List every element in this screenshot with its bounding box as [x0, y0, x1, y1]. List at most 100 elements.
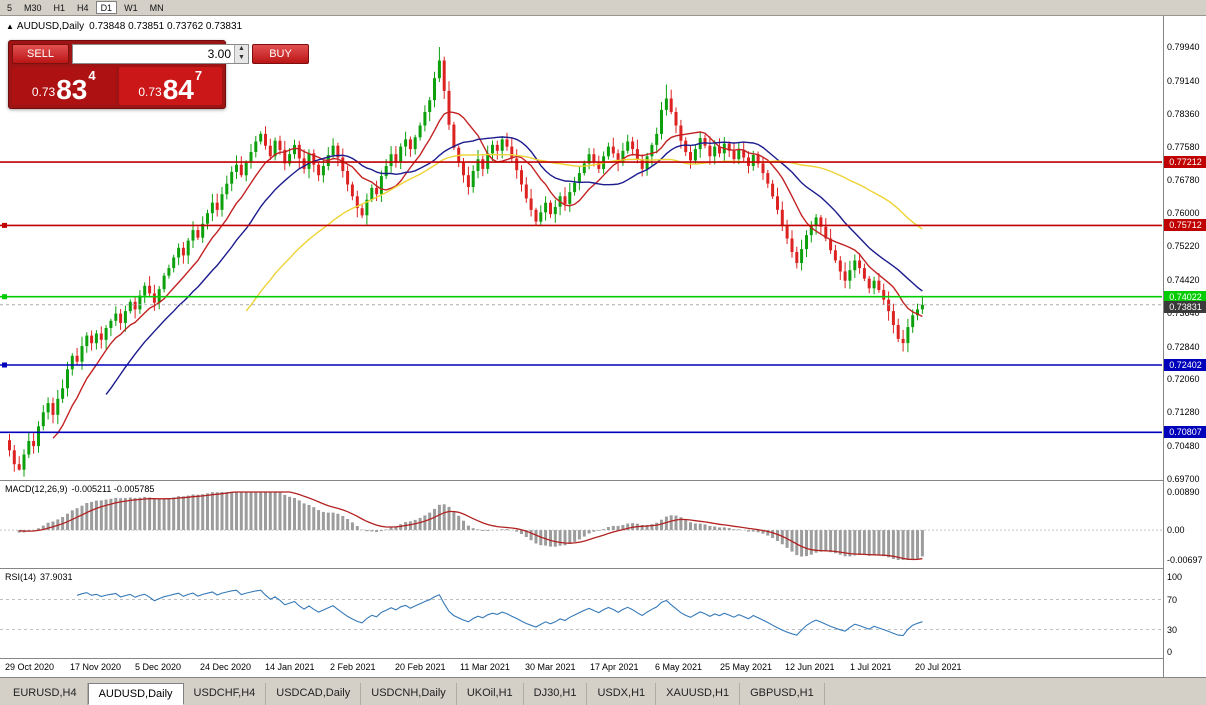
buy-price-display[interactable]: 0.73 84 7 [118, 67, 222, 105]
buy-price-pip-digit: 7 [194, 68, 203, 83]
macd-indicator-pane[interactable]: MACD(12,26,9) -0.005211 -0.005785 [0, 481, 1163, 569]
rsi-indicator-pane[interactable]: RSI(14) 37.9031 [0, 569, 1163, 659]
timeframe-button-h4[interactable]: H4 [77, 3, 89, 13]
line-handle[interactable] [2, 362, 7, 368]
price-level-badge: 0.75712 [1164, 219, 1206, 232]
chart-header: ▲ AUDUSD,Daily 0.73848 0.73851 0.73762 0.7… [6, 21, 242, 32]
time-label: 2 Feb 2021 [330, 662, 376, 672]
buy-price-prefix: 0.73 [138, 85, 162, 99]
time-label: 6 May 2021 [655, 662, 703, 672]
price-tick: 0.79940 [1167, 42, 1200, 52]
time-label: 11 Mar 2021 [460, 662, 510, 672]
chart-tab-bar: EURUSD,H4 AUDUSD,Daily USDCHF,H4 USDCAD,Dai… [0, 677, 1206, 705]
chart-tab-eurusd-h4[interactable]: EURUSD,H4 [3, 683, 88, 705]
time-label: 20 Feb 2021 [395, 662, 446, 672]
macd-tick: 0.00890 [1167, 487, 1200, 497]
chart-tab-usdchf-h4[interactable]: USDCHF,H4 [184, 683, 267, 705]
price-tick: 0.76780 [1167, 175, 1200, 186]
buy-button[interactable]: BUY [252, 44, 309, 64]
line-handle[interactable] [2, 222, 7, 228]
lot-spinner-up-icon[interactable]: ▲ [238, 45, 245, 52]
macd-signal-line [19, 491, 923, 561]
slow-ma-line [245, 153, 923, 312]
macd-tick: -0.00697 [1167, 555, 1203, 565]
timeframe-button-5[interactable]: 5 [7, 3, 13, 13]
chart-tab-dj30-h1[interactable]: DJ30,H1 [524, 683, 588, 705]
rsi-tick: 0 [1167, 647, 1173, 657]
chart-tab-xauusd-h1[interactable]: XAUUSD,H1 [656, 683, 741, 705]
price-scale[interactable]: 0.79940 0.79140 0.78360 0.77580 0.76780 0.760… [1163, 16, 1206, 677]
price-chart-canvas[interactable] [0, 16, 1162, 481]
chart-title: AUDUSD,Daily [16, 21, 85, 32]
rsi-line [76, 589, 923, 637]
time-label: 17 Apr 2021 [590, 662, 639, 672]
price-tick: 0.72840 [1167, 341, 1200, 352]
timeframe-button-d1[interactable]: D1 [95, 1, 118, 14]
price-tick: 0.78360 [1167, 108, 1200, 119]
price-tick: 0.74420 [1167, 274, 1200, 285]
timeframe-toolbar: 5 M30 H1 H4 D1 W1 MN [0, 0, 1206, 16]
price-tick: 0.75220 [1167, 241, 1200, 252]
price-level-badge: 0.77212 [1164, 156, 1206, 169]
time-label: 17 Nov 2020 [70, 662, 122, 672]
candles [8, 47, 924, 477]
timeframe-button-mn[interactable]: MN [149, 3, 164, 13]
time-label: 14 Jan 2021 [265, 662, 315, 672]
current-price-badge: 0.73831 [1164, 300, 1206, 313]
sell-price-pip-digit: 4 [88, 68, 96, 83]
rsi-label: RSI(14) 37.9031 [5, 572, 73, 582]
macd-histogram [17, 492, 924, 560]
time-scale[interactable]: 29 Oct 2020 17 Nov 2020 5 Dec 2020 24 Dec 2… [0, 659, 1163, 676]
mid-ma-line [105, 136, 923, 395]
timeframe-button-m30[interactable]: M30 [24, 3, 42, 13]
sell-price-big-digits: 83 [56, 74, 88, 105]
price-tick: 0.76000 [1167, 208, 1200, 219]
timeframe-button-w1[interactable]: W1 [124, 3, 138, 13]
sell-price-prefix: 0.73 [31, 85, 56, 99]
price-chart-pane[interactable]: ▲ AUDUSD,Daily 0.73848 0.73851 0.73762 0.7… [0, 16, 1163, 481]
lot-size-field: ▲ ▼ [72, 44, 249, 64]
trade-panel-toggle-icon[interactable]: ▲ [6, 22, 14, 31]
time-label: 5 Dec 2020 [135, 662, 182, 672]
price-tick: 0.70480 [1167, 441, 1200, 452]
macd-values: -0.005211 -0.005785 [71, 484, 155, 494]
time-label: 25 May 2021 [720, 662, 773, 672]
price-level-badge: 0.74022 [1164, 290, 1206, 303]
price-tick: 0.73640 [1167, 307, 1200, 318]
price-level-badge: 0.70807 [1164, 426, 1206, 439]
buy-price-big-digits: 84 [162, 74, 194, 105]
chart-tab-usdcad-daily[interactable]: USDCAD,Daily [266, 683, 362, 705]
price-level-badge: 0.72402 [1164, 359, 1206, 371]
macd-canvas[interactable] [0, 481, 1162, 569]
price-tick: 0.72060 [1167, 374, 1200, 385]
time-label: 24 Dec 2020 [200, 662, 252, 672]
line-handle[interactable] [2, 294, 7, 300]
lot-spinner[interactable]: ▲ ▼ [234, 45, 248, 63]
chart-tab-gbpusd-h1[interactable]: GBPUSD,H1 [740, 683, 825, 705]
sell-price-display[interactable]: 0.73 83 4 [12, 67, 116, 105]
chart-region: ▲ AUDUSD,Daily 0.73848 0.73851 0.73762 0.7… [0, 16, 1206, 677]
rsi-tick: 100 [1167, 572, 1183, 582]
time-label: 1 Jul 2021 [850, 662, 892, 672]
lot-size-input[interactable] [73, 45, 234, 63]
macd-label: MACD(12,26,9) -0.005211 -0.005785 [5, 484, 155, 494]
macd-tick: 0.00 [1167, 525, 1185, 536]
chart-tab-ukoil-h1[interactable]: UKOil,H1 [457, 683, 524, 705]
chart-tab-usdcnh-daily[interactable]: USDCNH,Daily [361, 683, 457, 705]
time-label: 29 Oct 2020 [5, 662, 55, 672]
timeframe-button-h1[interactable]: H1 [53, 3, 66, 13]
sell-button[interactable]: SELL [12, 44, 69, 64]
price-tick: 0.69700 [1167, 474, 1200, 484]
lot-spinner-down-icon[interactable]: ▼ [238, 54, 245, 61]
rsi-canvas[interactable] [0, 569, 1162, 659]
time-label: 30 Mar 2021 [525, 662, 576, 672]
price-tick: 0.77580 [1167, 141, 1200, 152]
time-label: 20 Jul 2021 [915, 662, 962, 672]
time-label: 12 Jun 2021 [785, 662, 835, 672]
chart-tab-audusd-daily[interactable]: AUDUSD,Daily [87, 683, 184, 705]
rsi-value: 37.9031 [40, 572, 73, 582]
price-tick: 0.79140 [1167, 75, 1200, 86]
chart-tab-usdx-h1[interactable]: USDX,H1 [587, 683, 657, 705]
